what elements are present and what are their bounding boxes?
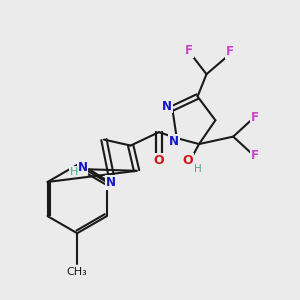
Text: F: F bbox=[250, 111, 259, 124]
Text: N: N bbox=[162, 100, 172, 112]
Text: F: F bbox=[250, 149, 259, 162]
Text: O: O bbox=[154, 154, 164, 167]
Text: N: N bbox=[106, 176, 116, 189]
Text: CH₃: CH₃ bbox=[67, 267, 88, 277]
Text: N: N bbox=[77, 161, 88, 174]
Text: N: N bbox=[169, 135, 179, 148]
Text: O: O bbox=[183, 154, 194, 167]
Text: F: F bbox=[226, 45, 234, 58]
Text: F: F bbox=[184, 44, 193, 57]
Text: H: H bbox=[194, 164, 201, 174]
Text: H: H bbox=[70, 167, 78, 177]
